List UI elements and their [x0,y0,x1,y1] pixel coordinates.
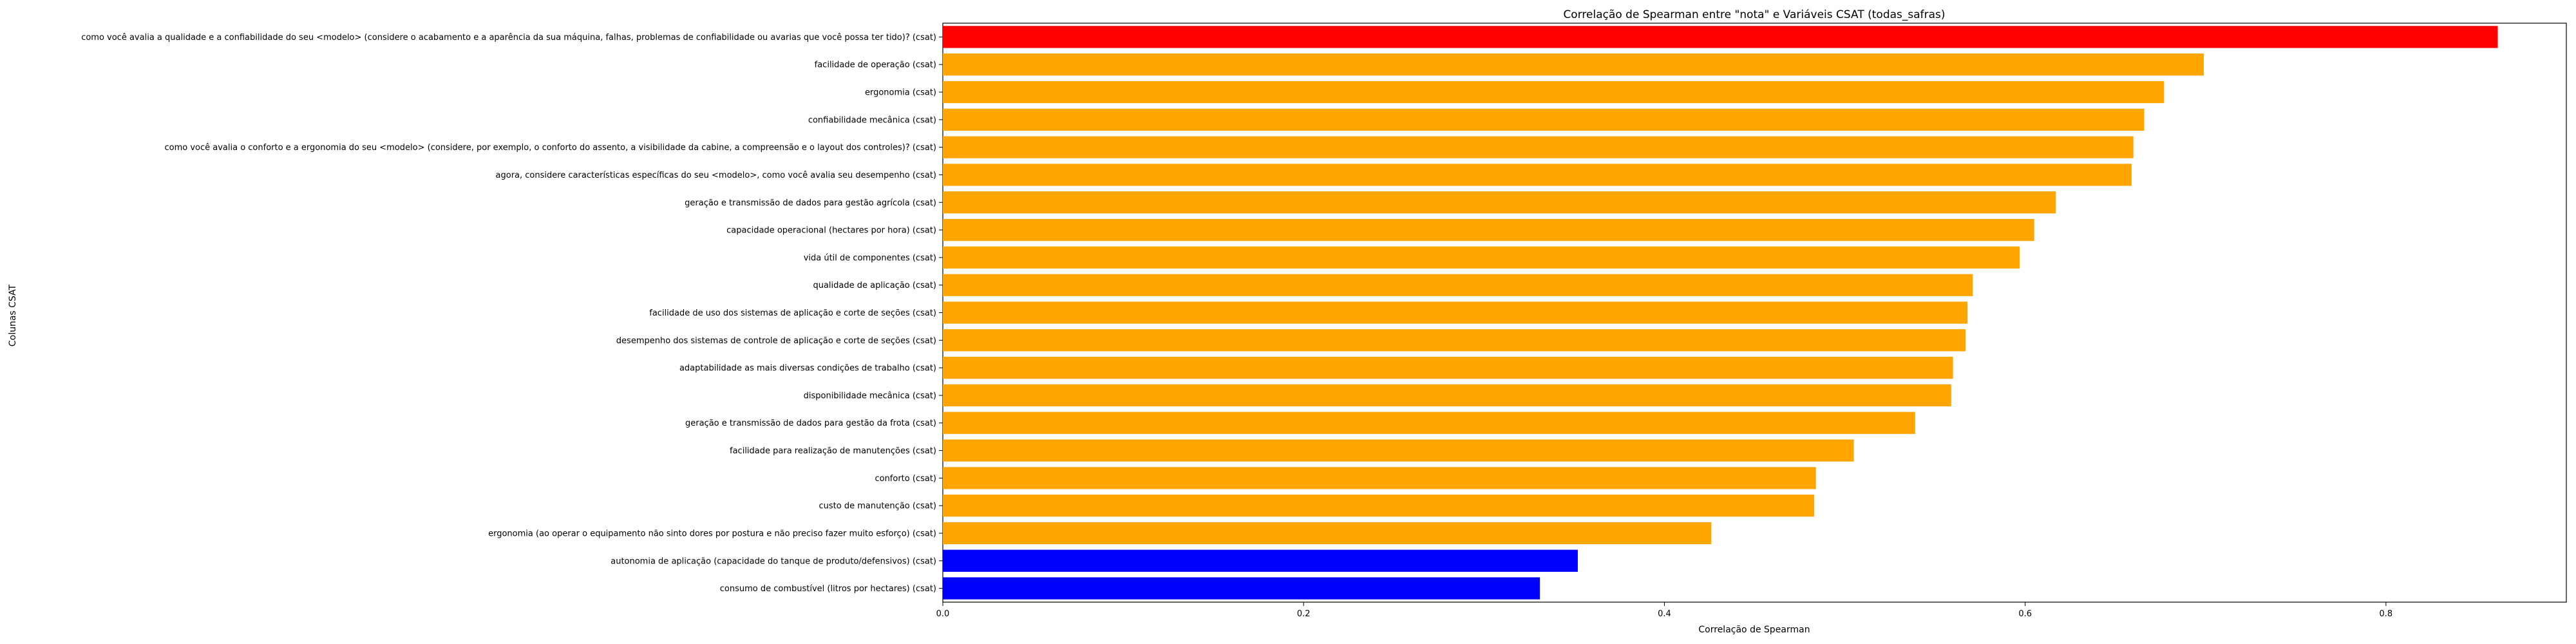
bar-2 [943,53,2204,76]
category-label-10: qualidade de aplicação (csat) [813,281,936,290]
bar-9 [943,246,2020,269]
y-axis-label: Colunas CSAT [8,284,18,346]
category-label-11: facilidade de uso dos sistemas de aplica… [649,308,936,318]
x-tick-label-0.0: 0.0 [936,609,950,619]
bar-10 [943,274,1973,296]
bar-3 [943,80,2164,104]
bar-7 [943,191,2056,214]
x-axis-label: Correlação de Spearman [1698,625,1810,635]
bar-19 [943,522,1712,545]
category-label-20: autonomia de aplicação (capacidade do ta… [611,556,936,566]
category-label-4: confiabilidade mecânica (csat) [808,115,936,125]
bar-13 [943,356,1953,379]
category-label-18: custo de manutenção (csat) [819,502,937,511]
category-label-21: consumo de combustível (litros por hecta… [720,584,936,594]
chart-title: Correlação de Spearman entre "nota" e Va… [1563,8,1945,21]
bar-15 [943,412,1915,434]
category-label-6: agora, considere características específ… [496,171,936,180]
bar-17 [943,467,1816,489]
x-tick-label-0.4: 0.4 [1658,609,1671,619]
bar-8 [943,218,2034,242]
category-label-9: vida útil de componentes (csat) [804,253,936,263]
x-tick-label-0.6: 0.6 [2018,609,2032,619]
category-label-16: facilidade para realização de manutençõe… [730,446,936,456]
bar-5 [943,136,2134,158]
category-label-13: adaptabilidade as mais diversas condiçõe… [679,364,936,374]
category-label-7: geração e transmissão de dados para gest… [685,198,936,208]
bar-16 [943,439,1854,462]
category-label-15: geração e transmissão de dados para gest… [685,419,936,428]
bar-14 [943,384,1951,407]
bar-4 [943,108,2145,131]
x-tick-label-0.2: 0.2 [1297,609,1311,619]
x-tick-label-0.8: 0.8 [2380,609,2393,619]
category-label-17: conforto (csat) [875,474,936,484]
bar-20 [943,549,1578,572]
category-label-14: disponibilidade mecânica (csat) [804,391,936,401]
category-label-12: desempenho dos sistemas de controle de a… [616,336,936,346]
bar-1 [943,26,2498,48]
bar-12 [943,329,1966,352]
category-label-1: como você avalia a qualidade e a confiab… [81,33,936,43]
bar-11 [943,301,1968,324]
category-label-5: como você avalia o conforto e a ergonomi… [164,143,936,153]
plot-area: como você avalia a qualidade e a confiab… [81,23,2567,619]
category-label-19: ergonomia (ao operar o equipamento não s… [488,529,936,538]
bar-18 [943,495,1814,517]
bar-6 [943,164,2132,186]
bar-21 [943,577,1540,600]
category-label-8: capacidade operacional (hectares por hor… [726,226,936,236]
category-label-2: facilidade de operação (csat) [815,61,936,70]
category-label-3: ergonomia (csat) [865,88,936,98]
